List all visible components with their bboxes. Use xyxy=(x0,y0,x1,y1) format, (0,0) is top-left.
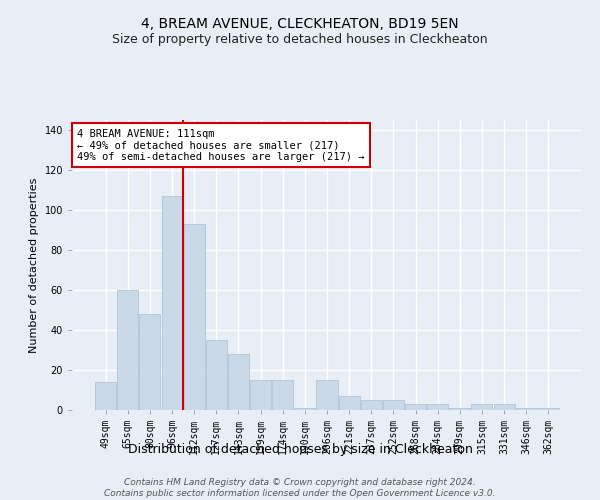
Bar xyxy=(250,380,271,410)
Bar xyxy=(295,408,316,410)
Bar xyxy=(427,404,448,410)
Bar xyxy=(405,404,426,410)
Text: Contains HM Land Registry data © Crown copyright and database right 2024.
Contai: Contains HM Land Registry data © Crown c… xyxy=(104,478,496,498)
Y-axis label: Number of detached properties: Number of detached properties xyxy=(29,178,39,352)
Text: Size of property relative to detached houses in Cleckheaton: Size of property relative to detached ho… xyxy=(112,32,488,46)
Text: 4 BREAM AVENUE: 111sqm
← 49% of detached houses are smaller (217)
49% of semi-de: 4 BREAM AVENUE: 111sqm ← 49% of detached… xyxy=(77,128,365,162)
Bar xyxy=(316,380,338,410)
Bar xyxy=(184,224,205,410)
Text: 4, BREAM AVENUE, CLECKHEATON, BD19 5EN: 4, BREAM AVENUE, CLECKHEATON, BD19 5EN xyxy=(141,18,459,32)
Bar xyxy=(206,340,227,410)
Bar xyxy=(338,396,359,410)
Bar xyxy=(361,400,382,410)
Bar xyxy=(228,354,249,410)
Bar xyxy=(472,404,493,410)
Bar xyxy=(161,196,182,410)
Bar xyxy=(494,404,515,410)
Bar xyxy=(538,408,559,410)
Bar xyxy=(383,400,404,410)
Text: Distribution of detached houses by size in Cleckheaton: Distribution of detached houses by size … xyxy=(128,442,472,456)
Bar xyxy=(95,382,116,410)
Bar xyxy=(118,290,139,410)
Bar xyxy=(515,408,536,410)
Bar xyxy=(139,314,160,410)
Bar xyxy=(272,380,293,410)
Bar xyxy=(449,408,470,410)
